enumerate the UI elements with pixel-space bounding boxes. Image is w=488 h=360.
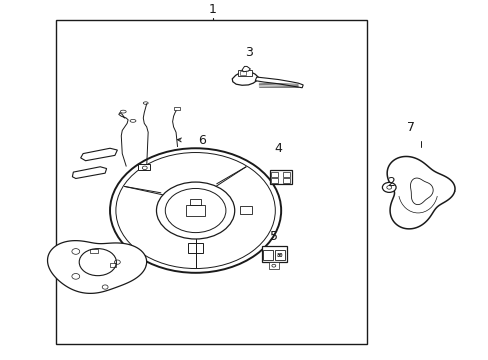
Bar — [174, 107, 180, 110]
Bar — [238, 69, 251, 76]
Text: 4: 4 — [274, 142, 282, 156]
Polygon shape — [386, 157, 454, 229]
Bar — [283, 178, 289, 183]
Text: 6: 6 — [198, 134, 205, 147]
Bar — [274, 250, 284, 260]
Text: 1: 1 — [208, 3, 216, 15]
Polygon shape — [81, 148, 117, 161]
Circle shape — [156, 182, 234, 239]
Bar — [56, 20, 366, 344]
Text: 5: 5 — [269, 230, 277, 243]
Bar — [271, 178, 278, 183]
Text: 3: 3 — [245, 46, 253, 59]
Bar — [239, 206, 251, 214]
Bar — [261, 246, 286, 262]
Bar — [188, 243, 203, 253]
Bar — [240, 71, 245, 75]
Bar — [189, 199, 201, 205]
Polygon shape — [255, 77, 303, 88]
Bar — [268, 262, 278, 269]
Polygon shape — [409, 178, 432, 204]
Polygon shape — [242, 66, 250, 72]
Circle shape — [110, 148, 281, 273]
Bar — [138, 164, 150, 170]
Bar — [110, 263, 116, 267]
Circle shape — [382, 183, 395, 192]
Text: 7: 7 — [406, 121, 414, 134]
Text: 2: 2 — [386, 176, 394, 189]
Bar — [283, 172, 289, 177]
Polygon shape — [72, 167, 106, 179]
Polygon shape — [47, 240, 146, 293]
Bar — [270, 170, 291, 184]
Bar — [185, 205, 205, 216]
Circle shape — [79, 249, 116, 276]
Polygon shape — [232, 72, 258, 85]
Bar — [90, 249, 98, 253]
Text: 80: 80 — [276, 252, 283, 257]
Bar — [263, 250, 272, 260]
Bar — [271, 172, 278, 177]
